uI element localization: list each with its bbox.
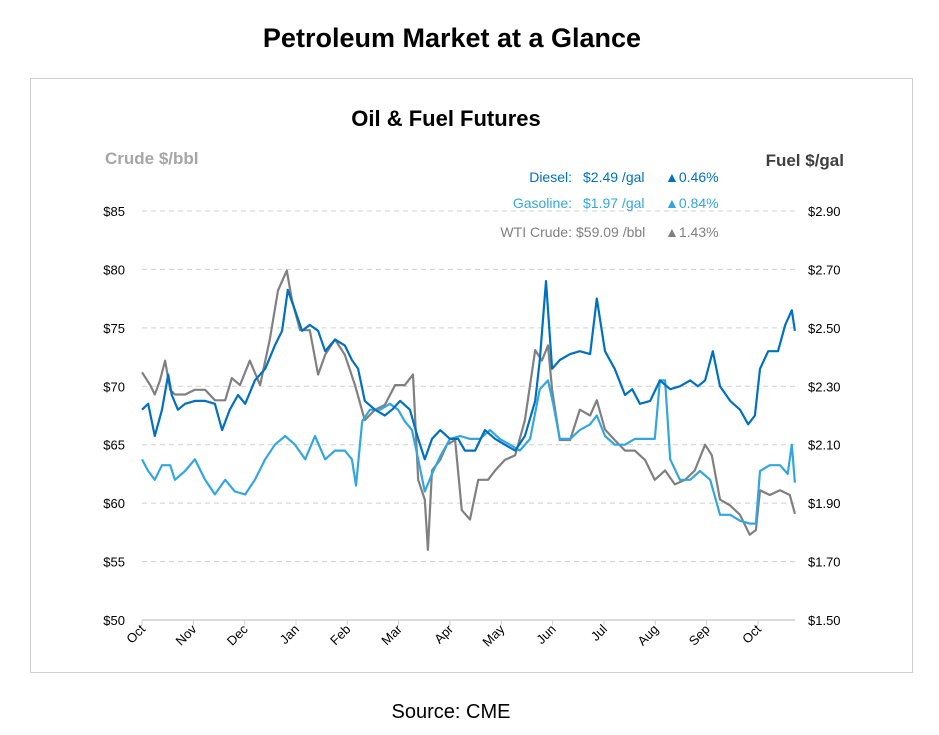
- right-tick-label: $2.50: [808, 321, 841, 336]
- left-tick-label: $60: [103, 496, 125, 511]
- chart-frame: [30, 78, 913, 673]
- legend-diesel-change: ▲0.46%: [665, 169, 719, 185]
- legend-wti-label: WTI Crude:: [500, 224, 572, 240]
- right-tick-label: $1.70: [808, 555, 841, 570]
- left-axis-ticks: $85 $80 $75 $70 $65 $60 $55 $50: [103, 204, 125, 628]
- legend-diesel-label: Diesel:: [529, 169, 572, 185]
- left-tick-label: $70: [103, 379, 125, 394]
- right-tick-label: $2.90: [808, 204, 841, 219]
- legend-wti-change: ▲1.43%: [665, 224, 719, 240]
- right-axis-ticks: $2.90 $2.70 $2.50 $2.30 $2.10 $1.90 $1.70 $1.50: [808, 204, 841, 628]
- left-tick-label: $75: [103, 321, 125, 336]
- left-tick-label: $80: [103, 262, 125, 277]
- legend-diesel-value: $2.49 /gal: [583, 169, 645, 185]
- gasoline-line: [141, 379, 796, 525]
- legend-gasoline-label: Gasoline:: [513, 195, 572, 211]
- right-tick-label: $2.30: [808, 379, 841, 394]
- left-tick-label: $65: [103, 438, 125, 453]
- left-tick-label: $50: [103, 613, 125, 628]
- chart-title: Oil & Fuel Futures: [351, 106, 540, 131]
- page-title: Petroleum Market at a Glance: [263, 23, 641, 53]
- left-tick-label: $85: [103, 204, 125, 219]
- legend-gasoline-change: ▲0.84%: [665, 195, 719, 211]
- diesel-line: [141, 280, 796, 461]
- right-tick-label: $1.90: [808, 496, 841, 511]
- right-axis-label: Fuel $/gal: [766, 151, 844, 170]
- legend-wti-value: $59.09 /bbl: [576, 224, 645, 240]
- left-tick-label: $55: [103, 555, 125, 570]
- source-note: Source: CME: [392, 701, 511, 723]
- gridlines: [142, 210, 795, 621]
- right-tick-label: $2.70: [808, 262, 841, 277]
- legend-gasoline-value: $1.97 /gal: [583, 195, 645, 211]
- legend: Diesel: $2.49 /gal ▲0.46% Gasoline: $1.97 /g…: [500, 169, 718, 240]
- right-tick-label: $2.10: [808, 438, 841, 453]
- right-tick-label: $1.50: [808, 613, 841, 628]
- series-lines: [141, 269, 796, 552]
- left-axis-label: Crude $/bbl: [105, 149, 199, 168]
